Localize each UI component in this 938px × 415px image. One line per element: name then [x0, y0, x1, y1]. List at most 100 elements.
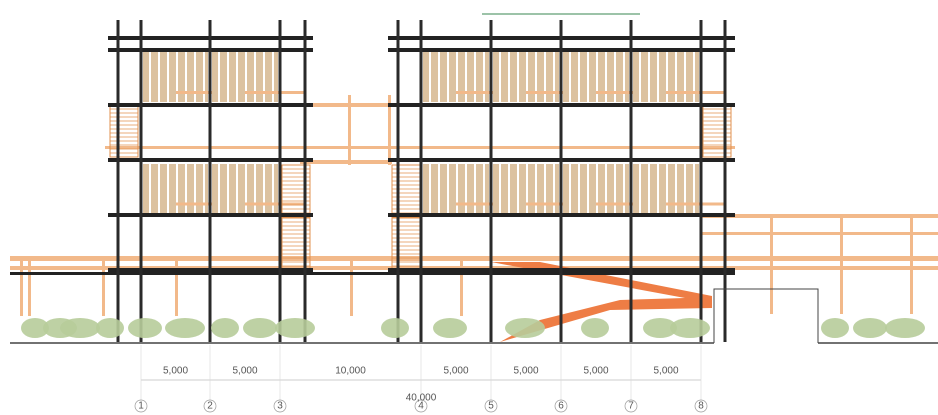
- panel-slat: [227, 164, 229, 213]
- tree: [243, 318, 277, 338]
- walkway-post: [840, 214, 843, 314]
- panel-slat: [596, 164, 598, 213]
- panel-slat: [639, 164, 641, 213]
- column: [303, 20, 307, 342]
- rail: [526, 202, 586, 206]
- grid-bubble: [484, 399, 498, 413]
- panel-slat: [535, 164, 537, 213]
- panel-slat: [429, 52, 431, 102]
- tree: [581, 318, 609, 338]
- dimension-label: 10,000: [335, 366, 366, 377]
- panel-slat: [447, 164, 449, 213]
- panel-slat: [657, 164, 659, 213]
- column: [396, 20, 400, 342]
- panel-slat: [535, 52, 537, 102]
- panel-slat: [569, 164, 571, 213]
- panel-slat: [245, 164, 247, 213]
- panel-slat: [438, 164, 440, 213]
- panel-slat: [675, 52, 677, 102]
- panel-slat: [176, 52, 178, 102]
- panel-slat: [185, 164, 187, 213]
- dimension-label: 5,000: [232, 366, 257, 377]
- grid-label: 1: [138, 401, 144, 412]
- column: [489, 20, 493, 342]
- grid-label: 3: [277, 401, 283, 412]
- panel-slat: [167, 52, 169, 102]
- walkway: [10, 256, 938, 261]
- tree: [643, 318, 677, 338]
- panel-slat: [194, 52, 196, 102]
- grid-label: 5: [488, 401, 494, 412]
- panel-slat: [587, 52, 589, 102]
- panel-slat: [474, 52, 476, 102]
- column: [559, 20, 563, 342]
- panel-slat: [569, 52, 571, 102]
- panel-slat: [227, 52, 229, 102]
- panel-slat: [203, 164, 205, 213]
- panel-slat: [648, 52, 650, 102]
- tree: [433, 318, 467, 338]
- ramp: [491, 262, 712, 342]
- walkway-post: [350, 256, 353, 316]
- panel-slat: [508, 164, 510, 213]
- panel-slat: [499, 164, 501, 213]
- panel-slat: [158, 52, 160, 102]
- panel-slat: [438, 52, 440, 102]
- panel-slat: [474, 164, 476, 213]
- bridge: [300, 103, 392, 107]
- column: [419, 20, 423, 342]
- panel-slat: [447, 52, 449, 102]
- panel-slat: [263, 52, 265, 102]
- panel-slat: [218, 164, 220, 213]
- walkway: [700, 232, 938, 235]
- panel-slat: [605, 52, 607, 102]
- walkway-post: [910, 214, 913, 314]
- tree: [128, 318, 162, 338]
- tree: [275, 318, 315, 338]
- bridge-post: [348, 95, 351, 165]
- panel-slat: [675, 164, 677, 213]
- tree: [211, 318, 239, 338]
- panel-slat: [526, 52, 528, 102]
- panel-slat: [553, 164, 555, 213]
- panel-slat: [185, 52, 187, 102]
- grid-bubble: [414, 399, 428, 413]
- panel-slat: [553, 52, 555, 102]
- panel-slat: [544, 52, 546, 102]
- walkway-post: [28, 256, 31, 316]
- grid-bubble: [554, 399, 568, 413]
- panel-slat: [465, 52, 467, 102]
- panel-slat: [578, 164, 580, 213]
- dimension-label: 5,000: [163, 366, 188, 377]
- panel-slat: [623, 164, 625, 213]
- tree: [60, 318, 100, 338]
- panel-slat: [614, 52, 616, 102]
- panel-slat: [684, 52, 686, 102]
- tree: [885, 318, 925, 338]
- bridge-post: [388, 95, 391, 165]
- panel-slat: [657, 52, 659, 102]
- panel-slat: [648, 164, 650, 213]
- panel-slat: [499, 52, 501, 102]
- panel-slat: [483, 52, 485, 102]
- dimension-label: 5,000: [653, 366, 678, 377]
- column: [723, 20, 727, 342]
- tree: [853, 318, 887, 338]
- dimension-label: 5,000: [583, 366, 608, 377]
- grid-label: 8: [698, 401, 704, 412]
- grid-bubble: [134, 399, 148, 413]
- grid-bubble: [273, 399, 287, 413]
- panel-slat: [517, 164, 519, 213]
- column: [208, 20, 212, 342]
- grid-label: 2: [207, 401, 213, 412]
- panel-slat: [456, 164, 458, 213]
- panel-slat: [218, 52, 220, 102]
- tree: [505, 318, 545, 338]
- panel-slat: [693, 164, 695, 213]
- panel-slat: [176, 164, 178, 213]
- tree: [381, 318, 409, 338]
- panel-slat: [623, 52, 625, 102]
- wood-panel: [143, 164, 208, 213]
- total-dimension: 40,000: [406, 393, 437, 404]
